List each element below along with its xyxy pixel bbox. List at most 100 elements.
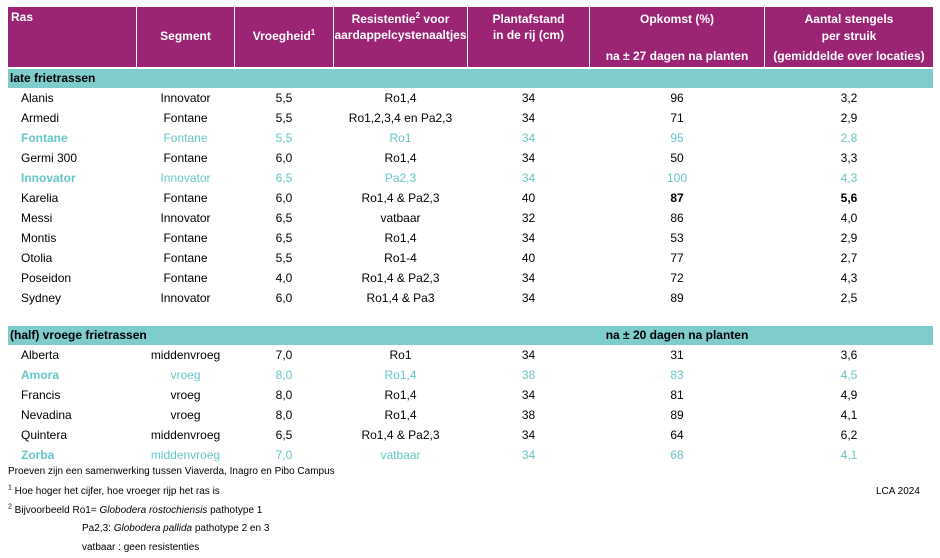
header-opkomst-line1: Opkomst (%) (639, 12, 714, 26)
cell-ras-value: Sydney (21, 291, 62, 305)
cell-resistentie: Ro1,4 & Pa2,3 (334, 188, 467, 208)
cell-plantafstand: 34 (468, 288, 589, 308)
cell-resistentie: Ro1,2,3,4 en Pa2,3 (334, 108, 467, 128)
cell-opkomst-value: 89 (670, 408, 684, 422)
cell-plantafstand: 40 (468, 248, 589, 268)
cell-vroegheid-value: 6,5 (275, 428, 293, 442)
cell-vroegheid-value: 7,0 (275, 348, 293, 362)
cell-stengels: 4,1 (765, 405, 933, 425)
cell-plantafstand-value: 34 (521, 388, 536, 402)
cell-stengels: 4,9 (765, 385, 933, 405)
cell-opkomst-value: 86 (670, 211, 684, 225)
header-resistentie-line2: aardappelcystenaaltjes (334, 28, 467, 42)
cell-stengels-value: 4,0 (840, 211, 858, 225)
cell-vroegheid-value: 4,0 (275, 271, 293, 285)
cell-vroegheid-value: 5,5 (275, 91, 293, 105)
cell-resistentie-value: Ro1,4 & Pa2,3 (361, 271, 440, 285)
cell-segment: middenvroeg (137, 345, 234, 365)
cell-stengels-value: 4,1 (840, 448, 858, 462)
cell-resistentie-value: Ro1,4 & Pa3 (366, 291, 435, 305)
cell-stengels-value: 2,8 (840, 131, 858, 145)
header-resistentie: Resistentie2 voor aardappelcystenaaltjes (334, 7, 467, 67)
cell-resistentie: Ro1,4 (334, 148, 467, 168)
table-row: Fontane Fontane 5,5 Ro1 34 95 2,8 (8, 128, 933, 148)
cell-segment: vroeg (137, 405, 234, 425)
cell-opkomst: 64 (590, 425, 764, 445)
header-opkomst-line2: na ± 27 dagen na planten (605, 49, 749, 63)
cell-segment: middenvroeg (137, 445, 234, 465)
cell-plantafstand-value: 34 (521, 171, 536, 185)
header-vroegheid: Vroegheid1 (235, 7, 333, 67)
cell-opkomst: 96 (590, 88, 764, 108)
cell-opkomst-value: 89 (670, 291, 684, 305)
footer-note-1-text: Hoe hoger het cijfer, hoe vroeger rijp h… (11, 486, 220, 497)
header-stengels-line3: (gemiddelde over locaties) (773, 49, 925, 63)
cell-resistentie: Ro1,4 & Pa2,3 (334, 268, 467, 288)
cell-vroegheid: 8,0 (235, 405, 333, 425)
cell-ras: Messi (8, 208, 136, 228)
section-label: (half) vroege frietrassen (10, 328, 147, 342)
cell-segment: vroeg (137, 365, 234, 385)
cell-resistentie: Ro1,4 (334, 385, 467, 405)
table-row: Sydney Innovator 6,0 Ro1,4 & Pa3 34 89 2,5 (8, 288, 933, 308)
header-plantafstand: Plantafstand in de rij (cm) (468, 7, 589, 67)
cell-opkomst-value: 87 (670, 191, 684, 205)
cell-vroegheid: 7,0 (235, 345, 333, 365)
header-segment: Segment (137, 7, 234, 67)
cell-stengels-value: 2,9 (840, 111, 858, 125)
cell-vroegheid-value: 5,5 (275, 251, 293, 265)
cell-opkomst-value: 50 (670, 151, 684, 165)
cell-opkomst-value: 53 (670, 231, 684, 245)
cell-ras-value: Armedi (21, 111, 60, 125)
cell-opkomst-value: 100 (666, 171, 688, 185)
header-stengels: Aantal stengels per struik (gemiddelde o… (765, 7, 933, 67)
cell-stengels-value: 3,3 (840, 151, 858, 165)
cell-segment-value: vroeg (170, 368, 201, 382)
cell-opkomst: 53 (590, 228, 764, 248)
header-vroegheid-text: Vroegheid (252, 29, 311, 43)
cell-opkomst-value: 95 (670, 131, 684, 145)
cell-segment-value: middenvroeg (150, 448, 221, 462)
cell-vroegheid: 6,5 (235, 425, 333, 445)
cell-vroegheid: 5,5 (235, 128, 333, 148)
cell-plantafstand-value: 34 (521, 91, 536, 105)
cell-stengels: 2,8 (765, 128, 933, 148)
cell-opkomst-value: 68 (670, 448, 684, 462)
cell-ras: Armedi (8, 108, 136, 128)
cell-opkomst: 31 (590, 345, 764, 365)
cell-plantafstand: 34 (468, 268, 589, 288)
footer-credit: LCA 2024 (876, 486, 920, 497)
cell-opkomst: 81 (590, 385, 764, 405)
cell-stengels-value: 3,6 (840, 348, 858, 362)
cell-ras: Fontane (8, 128, 136, 148)
cell-stengels-value: 5,6 (840, 191, 858, 205)
cell-resistentie-value: Pa2,3 (384, 171, 417, 185)
table-row: Poseidon Fontane 4,0 Ro1,4 & Pa2,3 34 72 4,3 (8, 268, 933, 288)
footer-note-4: vatbaar : geen resistenties (82, 542, 200, 553)
table-row: Zorba middenvroeg 7,0 vatbaar 34 68 4,1 (8, 445, 933, 465)
table-row: Francis vroeg 8,0 Ro1,4 34 81 4,9 (8, 385, 933, 405)
cell-resistentie-value: Ro1,2,3,4 en Pa2,3 (348, 111, 453, 125)
cell-opkomst-value: 31 (670, 348, 684, 362)
cell-opkomst: 89 (590, 288, 764, 308)
cell-plantafstand-value: 34 (521, 131, 536, 145)
cell-vroegheid: 6,5 (235, 208, 333, 228)
cell-resistentie: Pa2,3 (334, 168, 467, 188)
cell-vroegheid-value: 5,5 (275, 111, 293, 125)
footer-note-2-text-b: pathotype 1 (207, 505, 263, 516)
cell-segment-value: Fontane (163, 271, 208, 285)
cell-segment: Innovator (137, 288, 234, 308)
cell-plantafstand-value: 38 (521, 368, 536, 382)
table-row: Innovator Innovator 6,5 Pa2,3 34 100 4,3 (8, 168, 933, 188)
header-resistentie-text-a: Resistentie (351, 12, 416, 26)
cell-segment-value: Fontane (163, 251, 208, 265)
cell-segment: Innovator (137, 208, 234, 228)
cell-ras-value: Messi (21, 211, 53, 225)
header-ras-label: Ras (11, 10, 34, 24)
cell-ras-value: Germi 300 (21, 151, 78, 165)
cell-plantafstand: 38 (468, 365, 589, 385)
header-plantafstand-line1: Plantafstand (492, 12, 565, 26)
cell-vroegheid-value: 8,0 (275, 408, 293, 422)
cell-plantafstand: 34 (468, 445, 589, 465)
cell-stengels: 6,2 (765, 425, 933, 445)
